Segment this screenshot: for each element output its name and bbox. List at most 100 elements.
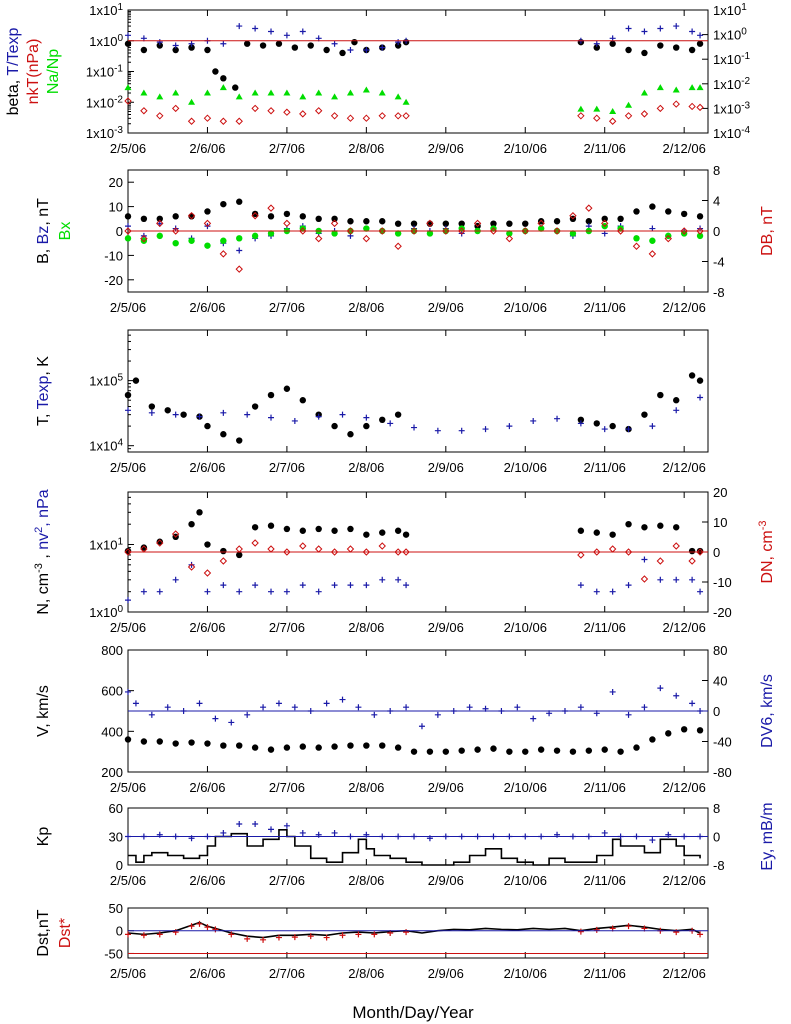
data-point	[132, 377, 140, 384]
data-point	[299, 28, 306, 35]
data-point	[124, 391, 132, 399]
x-tick-label: 2/12/06	[662, 873, 705, 888]
series-db	[124, 204, 704, 273]
data-point	[156, 215, 163, 222]
x-tick-label: 2/8/06	[348, 620, 384, 635]
y-label: T, Texp, K	[35, 356, 52, 426]
data-point	[593, 588, 600, 595]
data-point	[251, 524, 259, 531]
data-point	[346, 545, 355, 553]
data-point	[156, 738, 163, 745]
data-point	[124, 235, 132, 242]
data-point	[402, 112, 410, 120]
data-point	[251, 403, 259, 410]
data-point	[299, 582, 306, 589]
x-tick-label: 2/5/06	[110, 966, 146, 981]
series-n	[124, 509, 704, 559]
data-point	[688, 557, 696, 565]
y2-tick-label: 0	[713, 830, 720, 845]
data-point	[608, 545, 617, 553]
data-point	[657, 391, 664, 399]
y-tick-label: 1x101	[89, 537, 123, 553]
data-point	[506, 230, 513, 237]
x-tick-label: 2/6/06	[189, 873, 225, 888]
data-point	[656, 104, 665, 113]
data-point	[204, 208, 211, 215]
data-point	[362, 86, 370, 93]
y-tick-label: 400	[101, 724, 123, 739]
data-point	[609, 531, 616, 538]
data-point	[489, 227, 498, 235]
data-point	[212, 926, 219, 933]
data-point	[236, 742, 243, 749]
y-tick-label: 1x10-2	[86, 94, 124, 110]
data-point	[267, 204, 275, 212]
data-point	[236, 551, 243, 559]
data-point	[696, 377, 704, 384]
data-point	[267, 230, 275, 237]
data-point	[395, 576, 402, 583]
data-point	[212, 68, 219, 75]
data-point	[609, 588, 616, 595]
data-point	[140, 215, 148, 222]
x-tick-label: 2/5/06	[110, 460, 146, 475]
data-point	[442, 227, 450, 235]
data-point	[267, 107, 275, 115]
data-point	[220, 431, 227, 438]
x-tick-label: 2/10/06	[504, 460, 547, 475]
y2-tick-label: -4	[713, 255, 725, 270]
data-point	[268, 826, 275, 833]
x-tick-label: 2/8/06	[348, 780, 384, 795]
data-point	[251, 104, 259, 113]
data-point	[196, 920, 203, 927]
x-tick-label: 2/10/06	[504, 873, 547, 888]
data-point	[665, 730, 672, 737]
data-point	[394, 220, 402, 227]
y2-tick-label: 4	[713, 194, 720, 209]
data-point	[251, 539, 259, 547]
data-point	[553, 747, 561, 754]
series-kp	[128, 829, 701, 866]
data-point	[220, 409, 227, 416]
data-point	[268, 28, 275, 35]
data-point	[236, 821, 243, 828]
data-point	[180, 411, 187, 418]
data-point	[219, 250, 228, 258]
series-b	[124, 198, 704, 230]
data-point	[140, 544, 148, 551]
data-point	[665, 208, 672, 215]
data-point	[267, 89, 275, 96]
x-tick-label: 2/9/06	[428, 780, 464, 795]
data-point	[680, 726, 688, 733]
data-point	[402, 548, 410, 556]
data-point	[299, 93, 307, 100]
y-label: V, km/s	[35, 685, 52, 737]
data-point	[307, 933, 314, 940]
x-tick-label: 2/7/06	[269, 141, 305, 156]
data-point	[672, 100, 680, 108]
x-tick-label: 2/7/06	[269, 966, 305, 981]
data-point	[187, 563, 196, 571]
data-point	[673, 23, 680, 30]
data-point	[156, 539, 164, 547]
x-tick-label: 2/10/06	[504, 780, 547, 795]
x-tick-label: 2/11/06	[584, 460, 626, 475]
series-dn	[124, 530, 704, 583]
data-point	[688, 46, 696, 54]
data-point	[244, 935, 251, 942]
data-point	[172, 46, 179, 54]
x-tick-label: 2/5/06	[110, 780, 146, 795]
data-point	[378, 227, 386, 235]
data-point	[657, 522, 664, 529]
data-point	[339, 696, 346, 703]
data-point	[172, 213, 179, 220]
data-point	[363, 531, 370, 538]
data-point	[299, 527, 306, 534]
data-point	[132, 700, 139, 707]
data-point	[410, 227, 418, 235]
x-tick-label: 2/6/06	[189, 620, 225, 635]
data-point	[331, 422, 338, 430]
data-point	[283, 588, 290, 595]
data-point	[625, 101, 633, 108]
data-point	[323, 934, 330, 941]
